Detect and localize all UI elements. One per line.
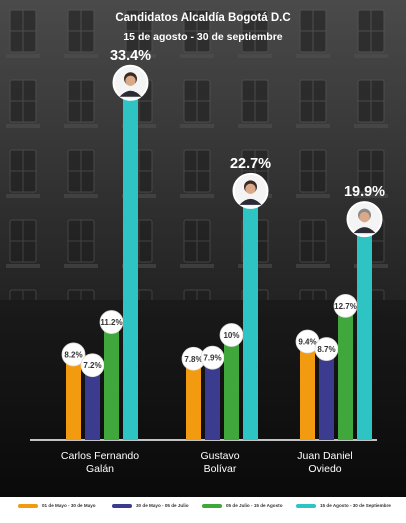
bar-3-cand-1 [104, 319, 119, 440]
candidate-label-bolivar: Gustavo Bolívar [160, 450, 280, 476]
avatar-face [359, 211, 370, 223]
data-label: 8.7% [317, 345, 335, 354]
legend-item-series-2: 30 de Mayo - 05 de Julio [112, 503, 189, 508]
legend-item-series-4: 15 de Agosto - 30 de Septiembre [296, 503, 391, 508]
bar-3-cand-2 [224, 332, 239, 440]
legend-swatch [18, 503, 38, 508]
data-label: 8.2% [64, 350, 82, 359]
data-label: 10% [223, 331, 239, 340]
data-label: 11.2% [100, 318, 122, 327]
candidate-name-line1: Gustavo [200, 450, 240, 462]
data-label: 7.8% [184, 355, 202, 364]
candidate-label-oviedo: Juan Daniel Oviedo [265, 450, 385, 476]
data-label: 12.7% [334, 302, 357, 311]
avatar-body [353, 227, 376, 234]
bar-4-cand-3 [357, 231, 372, 440]
candidate-name-line1: Juan Daniel [297, 450, 353, 462]
avatar-face [245, 183, 256, 195]
data-label: 7.2% [83, 361, 101, 370]
candidate-name-line2: Bolívar [203, 463, 237, 475]
legend-item-series-3: 05 de Julio - 15 de Agosto [202, 503, 283, 508]
bar-1-cand-1 [66, 351, 81, 440]
legend: 01 de Mayo - 30 de Mayo 30 de Mayo - 05 … [0, 497, 406, 523]
bar-2-cand-2 [205, 354, 220, 440]
avatar-face [125, 75, 136, 86]
candidate-name-line2: Oviedo [308, 463, 342, 475]
avatar-body [239, 198, 262, 205]
legend-swatch [112, 503, 132, 508]
data-label: 7.9% [203, 354, 221, 363]
bar-4-cand-2 [243, 202, 258, 440]
bar-1-cand-3 [300, 338, 315, 440]
bar-1-cand-2 [186, 355, 201, 440]
data-label-top: 22.7% [230, 156, 271, 172]
legend-label: 30 de Mayo - 05 de Julio [136, 503, 189, 508]
avatar-body [119, 90, 142, 97]
data-label-top: 19.9% [344, 184, 385, 200]
legend-label: 05 de Julio - 15 de Agosto [226, 503, 283, 508]
bar-2-cand-3 [319, 346, 334, 440]
legend-swatch [202, 503, 222, 508]
bar-4-cand-1 [123, 94, 138, 440]
legend-swatch [296, 503, 316, 508]
chart-subtitle: 15 de agosto - 30 de septiembre [123, 31, 283, 43]
legend-label: 01 de Mayo - 30 de Mayo [42, 503, 96, 508]
legend-label: 15 de Agosto - 30 de Septiembre [320, 503, 391, 508]
bar-2-cand-1 [85, 362, 100, 440]
bar-3-cand-3 [338, 302, 353, 440]
candidate-label-galan: Carlos Fernando Galán [40, 450, 160, 476]
value-bubble [61, 342, 86, 367]
candidate-name-line1: Carlos Fernando [60, 450, 140, 462]
legend-item-series-1: 01 de Mayo - 30 de Mayo [18, 503, 96, 508]
data-label-top: 33.4% [110, 48, 151, 64]
data-label: 9.4% [298, 337, 316, 346]
chart-title: Candidatos Alcaldía Bogotá D.C [115, 12, 291, 24]
candidate-name-line2: Galán [85, 463, 115, 475]
